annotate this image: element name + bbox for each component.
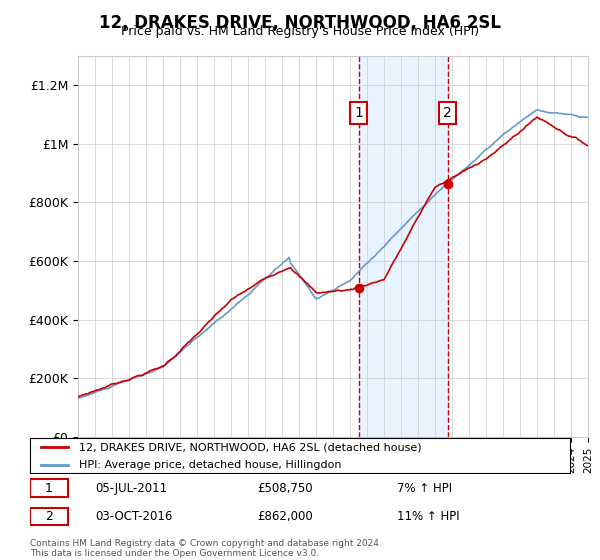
Text: 1: 1 (45, 482, 53, 494)
Text: 12, DRAKES DRIVE, NORTHWOOD, HA6 2SL (detached house): 12, DRAKES DRIVE, NORTHWOOD, HA6 2SL (de… (79, 442, 421, 452)
FancyBboxPatch shape (30, 479, 68, 497)
Text: 05-JUL-2011: 05-JUL-2011 (95, 482, 167, 494)
Text: 2: 2 (45, 510, 53, 523)
Bar (359, 56, 448, 437)
Text: 1: 1 (354, 106, 363, 120)
Text: 7% ↑ HPI: 7% ↑ HPI (397, 482, 452, 494)
Text: £862,000: £862,000 (257, 510, 313, 523)
Text: HPI: Average price, detached house, Hillingdon: HPI: Average price, detached house, Hill… (79, 460, 341, 469)
Text: 11% ↑ HPI: 11% ↑ HPI (397, 510, 460, 523)
FancyBboxPatch shape (30, 508, 68, 525)
Text: £508,750: £508,750 (257, 482, 313, 494)
Text: 03-OCT-2016: 03-OCT-2016 (95, 510, 172, 523)
Text: Price paid vs. HM Land Registry's House Price Index (HPI): Price paid vs. HM Land Registry's House … (121, 25, 479, 38)
Text: Contains HM Land Registry data © Crown copyright and database right 2024.
This d: Contains HM Land Registry data © Crown c… (30, 539, 382, 558)
Text: 2: 2 (443, 106, 452, 120)
Text: 12, DRAKES DRIVE, NORTHWOOD, HA6 2SL: 12, DRAKES DRIVE, NORTHWOOD, HA6 2SL (99, 14, 501, 32)
